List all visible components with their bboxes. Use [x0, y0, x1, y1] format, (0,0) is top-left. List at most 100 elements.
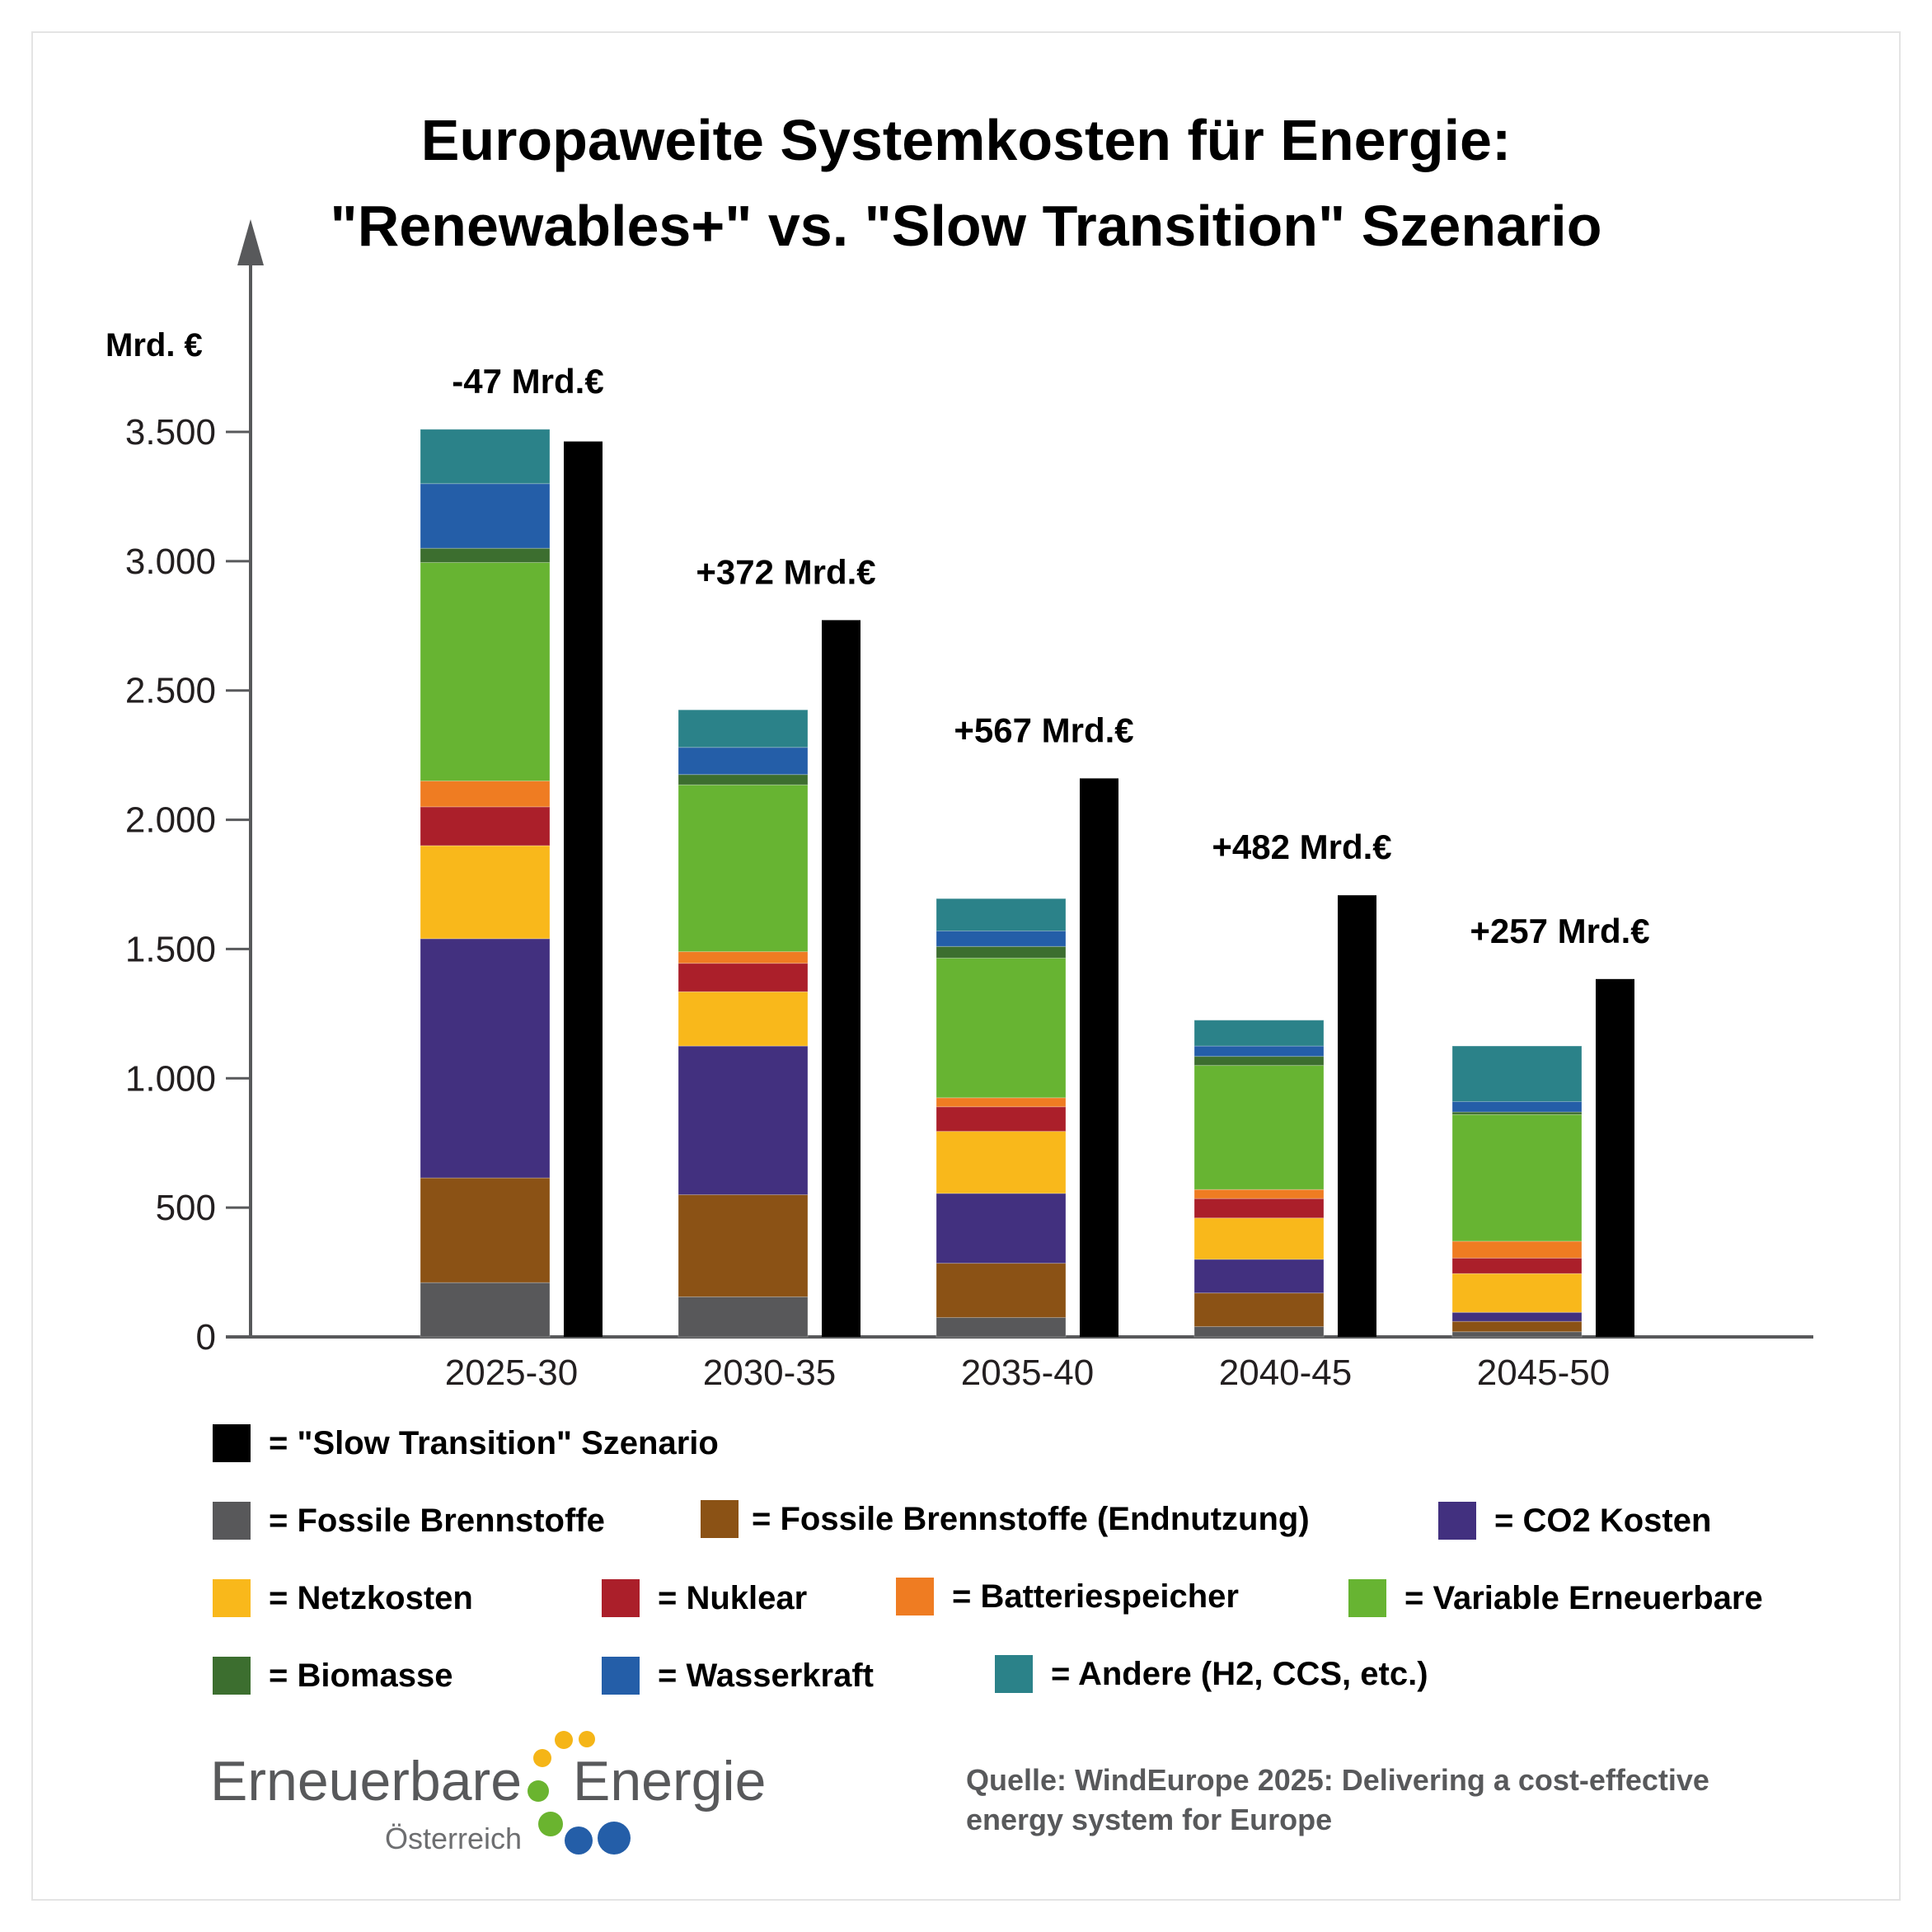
bar-segment [936, 1097, 1067, 1108]
bar-segment [1193, 1189, 1325, 1199]
logo-dot-green-1 [528, 1780, 549, 1802]
bar-segment [420, 483, 551, 549]
bar-slow-transition [822, 620, 860, 1337]
logo-dot-yellow-2 [555, 1731, 573, 1749]
bar-segment [420, 547, 551, 563]
y-tick-label: 1.500 [125, 929, 216, 969]
stacked-bar-chart: Mrd. € 0 500 1.000 1.500 2.000 2.500 3.000 3.500… [106, 219, 1813, 1393]
y-tick-label: 0 [196, 1317, 216, 1358]
legend-item-nuklear: = Nuklear [602, 1579, 807, 1617]
legend-label-co2-kosten: = CO2 Kosten [1494, 1502, 1712, 1539]
legend-label-biomasse: = Biomasse [269, 1657, 453, 1694]
bar-segment [936, 945, 1067, 959]
bar-segment [678, 951, 809, 964]
bar-segment [420, 1282, 551, 1338]
legend-item-wasserkraft: = Wasserkraft [602, 1657, 874, 1695]
bar-segment [420, 1177, 551, 1283]
bar-segment [678, 784, 809, 953]
legend-item-fossile-brennstoffe: = Fossile Brennstoffe [213, 1502, 605, 1540]
bar-segment [1193, 1292, 1325, 1327]
legend-swatch-andere [995, 1655, 1033, 1693]
bar-segment [936, 1193, 1067, 1264]
source-line2: energy system for Europe [966, 1803, 1333, 1836]
x-tick-label: 2040-45 [1219, 1353, 1352, 1393]
logo-dot-yellow-3 [579, 1731, 595, 1747]
bar-segment [1193, 1325, 1325, 1338]
x-tick-label: 2025-30 [445, 1353, 578, 1393]
bar-slow-transition [1338, 895, 1376, 1337]
bar-segment [1451, 1114, 1583, 1242]
bar-segment [678, 709, 809, 748]
bar-segment [936, 1316, 1067, 1338]
legend-label-wasserkraft: = Wasserkraft [658, 1657, 874, 1694]
difference-annotation: +567 Mrd.€ [954, 710, 1133, 749]
legend-item-batteriespeicher: = Batteriespeicher [896, 1578, 1239, 1615]
figure-frame [31, 31, 1901, 1901]
legend-swatch-wasserkraft [602, 1657, 640, 1695]
bar-segment [1193, 1020, 1325, 1047]
legend-label-fossile-endnutzung: = Fossile Brennstoffe (Endnutzung) [752, 1500, 1310, 1537]
bar-segment [420, 561, 551, 782]
bar-segment [936, 1131, 1067, 1194]
legend-swatch-batteriespeicher [896, 1578, 934, 1615]
bar-slow-transition [1080, 778, 1118, 1337]
x-tick-label: 2045-50 [1477, 1353, 1610, 1393]
legend-label-batteriespeicher: = Batteriespeicher [952, 1578, 1239, 1615]
bar-segment [1193, 1198, 1325, 1219]
bar-segment [420, 806, 551, 846]
legend-label-fossile-brennstoffe: = Fossile Brennstoffe [269, 1502, 605, 1539]
legend-swatch-co2-kosten [1438, 1502, 1476, 1540]
bar-segment [1193, 1065, 1325, 1190]
difference-annotation: +372 Mrd.€ [696, 552, 875, 591]
bar-segment [1451, 1320, 1583, 1333]
difference-annotation: +257 Mrd.€ [1470, 912, 1649, 950]
legend-swatch-fossile-endnutzung [701, 1500, 739, 1538]
bar-segment [1451, 1273, 1583, 1313]
bar-segment [1193, 1217, 1325, 1260]
x-tick-label: 2035-40 [961, 1353, 1094, 1393]
bar-segment [1193, 1056, 1325, 1067]
bar-segment [1451, 1240, 1583, 1259]
bar-segment [420, 938, 551, 1179]
legend-swatch-fossile-brennstoffe [213, 1502, 251, 1540]
bar-segment [678, 1296, 809, 1338]
y-tick-label: 3.000 [125, 542, 216, 582]
source-note: Quelle: WindEurope 2025: Delivering a co… [966, 1761, 1831, 1840]
logo-dot-yellow-1 [533, 1749, 551, 1767]
legend-item-co2-kosten: = CO2 Kosten [1438, 1502, 1711, 1540]
y-tick-label: 1.000 [125, 1058, 216, 1099]
legend-label-variable-erneuerbare: = Variable Erneuerbare [1404, 1579, 1763, 1616]
logo-word-erneuerbare: Erneuerbare [210, 1750, 523, 1812]
bar-slow-transition [1596, 978, 1634, 1337]
bar-segment [420, 429, 551, 485]
bar-segment [420, 781, 551, 808]
difference-annotation: -47 Mrd.€ [452, 362, 603, 401]
bar-segment [1193, 1259, 1325, 1294]
legend-label-netzkosten: = Netzkosten [269, 1579, 473, 1616]
bar-segment [678, 774, 809, 785]
logo-word-oesterreich: Österreich [385, 1822, 523, 1855]
legend-label-andere: = Andere (H2, CCS, etc.) [1051, 1655, 1428, 1692]
bar-segment [678, 991, 809, 1047]
y-axis-arrow [237, 219, 264, 265]
chart-title-line2: "Renewables+" vs. "Slow Transition" Szen… [330, 194, 1602, 258]
bar-segment [678, 747, 809, 776]
legend-item-biomasse: = Biomasse [213, 1657, 453, 1695]
logo-dot-blue-1 [565, 1826, 593, 1855]
legend-swatch-biomasse [213, 1657, 251, 1695]
y-tick-label: 2.500 [125, 671, 216, 711]
bar-segment [1451, 1101, 1583, 1113]
y-axis-label: Mrd. € [106, 327, 203, 363]
bar-segment [1451, 1257, 1583, 1274]
bar-segment [420, 845, 551, 940]
source-line1: Quelle: WindEurope 2025: Delivering a co… [966, 1763, 1709, 1797]
legend-swatch-variable-erneuerbare [1348, 1579, 1386, 1617]
bar-segment [936, 930, 1067, 947]
legend-item-fossile-endnutzung: = Fossile Brennstoffe (Endnutzung) [701, 1500, 1310, 1538]
bar-segment [936, 1106, 1067, 1132]
bar-segment [1451, 1045, 1583, 1103]
logo-dot-blue-2 [598, 1822, 631, 1855]
bar-segment [936, 898, 1067, 931]
difference-annotation: +482 Mrd.€ [1212, 828, 1391, 866]
bar-segment [678, 963, 809, 992]
